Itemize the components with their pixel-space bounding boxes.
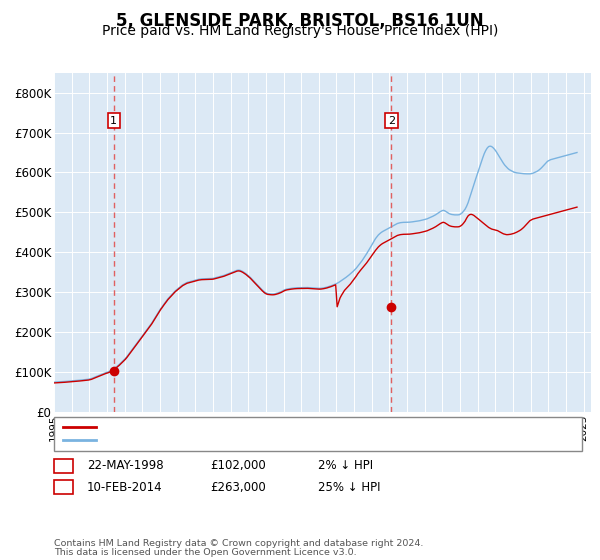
Text: HPI: Average price, detached house, City of Bristol: HPI: Average price, detached house, City… xyxy=(102,435,383,445)
Text: 2% ↓ HPI: 2% ↓ HPI xyxy=(318,459,373,473)
Text: 2: 2 xyxy=(388,115,395,125)
Text: £102,000: £102,000 xyxy=(210,459,266,473)
Text: 25% ↓ HPI: 25% ↓ HPI xyxy=(318,480,380,494)
Text: 10-FEB-2014: 10-FEB-2014 xyxy=(87,480,163,494)
Text: 2: 2 xyxy=(60,482,67,492)
Text: 1: 1 xyxy=(60,461,67,471)
Text: £263,000: £263,000 xyxy=(210,480,266,494)
Text: 5, GLENSIDE PARK, BRISTOL, BS16 1UN: 5, GLENSIDE PARK, BRISTOL, BS16 1UN xyxy=(116,12,484,30)
Text: 5, GLENSIDE PARK, BRISTOL, BS16 1UN (detached house): 5, GLENSIDE PARK, BRISTOL, BS16 1UN (det… xyxy=(102,422,423,432)
Text: 22-MAY-1998: 22-MAY-1998 xyxy=(87,459,164,473)
Text: 1: 1 xyxy=(110,115,117,125)
Text: Contains HM Land Registry data © Crown copyright and database right 2024.: Contains HM Land Registry data © Crown c… xyxy=(54,539,424,548)
Text: This data is licensed under the Open Government Licence v3.0.: This data is licensed under the Open Gov… xyxy=(54,548,356,557)
Text: Price paid vs. HM Land Registry's House Price Index (HPI): Price paid vs. HM Land Registry's House … xyxy=(102,24,498,38)
